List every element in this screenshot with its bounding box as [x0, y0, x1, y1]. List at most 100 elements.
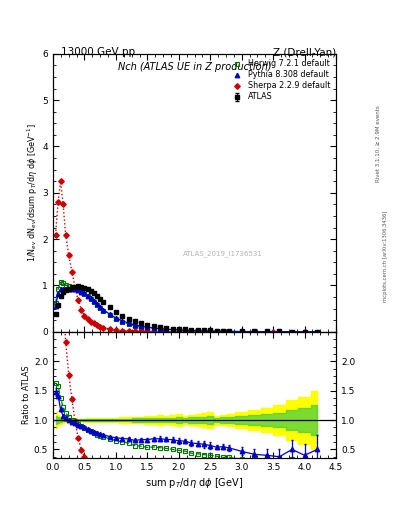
Sherpa 2.2.9 default	[145, 328, 150, 334]
Text: Nch (ATLAS UE in Z production): Nch (ATLAS UE in Z production)	[118, 62, 271, 72]
Sherpa 2.2.9 default	[158, 329, 162, 335]
Pythia 8.308 default	[61, 286, 66, 292]
Pythia 8.308 default	[145, 324, 150, 330]
Herwig 7.2.1 default	[189, 328, 194, 334]
Line: Sherpa 2.2.9 default: Sherpa 2.2.9 default	[53, 179, 307, 334]
Sherpa 2.2.9 default	[95, 322, 99, 328]
Pythia 8.308 default	[58, 286, 63, 292]
Sherpa 2.2.9 default	[88, 318, 93, 325]
Sherpa 2.2.9 default	[239, 329, 244, 335]
Herwig 7.2.1 default	[58, 279, 63, 285]
Herwig 7.2.1 default	[82, 291, 87, 297]
Sherpa 2.2.9 default	[56, 199, 61, 205]
Sherpa 2.2.9 default	[79, 307, 84, 313]
Herwig 7.2.1 default	[158, 326, 162, 332]
Herwig 7.2.1 default	[98, 305, 103, 311]
Sherpa 2.2.9 default	[151, 329, 156, 335]
Herwig 7.2.1 default	[73, 285, 77, 291]
Pythia 8.308 default	[214, 328, 219, 334]
Sherpa 2.2.9 default	[66, 252, 71, 259]
Sherpa 2.2.9 default	[76, 297, 81, 304]
Pythia 8.308 default	[170, 327, 175, 333]
Line: Pythia 8.308 default: Pythia 8.308 default	[53, 287, 320, 334]
Herwig 7.2.1 default	[202, 328, 206, 334]
Herwig 7.2.1 default	[302, 329, 307, 335]
Pythia 8.308 default	[114, 315, 118, 321]
Text: Rivet 3.1.10, ≥ 2.9M events: Rivet 3.1.10, ≥ 2.9M events	[376, 105, 380, 182]
Herwig 7.2.1 default	[139, 324, 143, 330]
Herwig 7.2.1 default	[145, 325, 150, 331]
Sherpa 2.2.9 default	[214, 329, 219, 335]
Pythia 8.308 default	[252, 329, 257, 335]
Herwig 7.2.1 default	[239, 329, 244, 335]
Pythia 8.308 default	[66, 286, 71, 292]
Sherpa 2.2.9 default	[164, 329, 169, 335]
Herwig 7.2.1 default	[214, 328, 219, 334]
Herwig 7.2.1 default	[176, 327, 181, 333]
Pythia 8.308 default	[139, 323, 143, 329]
Herwig 7.2.1 default	[88, 296, 93, 302]
Sherpa 2.2.9 default	[82, 312, 87, 318]
Herwig 7.2.1 default	[164, 327, 169, 333]
Pythia 8.308 default	[101, 307, 106, 313]
Herwig 7.2.1 default	[277, 329, 282, 335]
Herwig 7.2.1 default	[76, 287, 81, 293]
Herwig 7.2.1 default	[264, 329, 269, 335]
Pythia 8.308 default	[92, 298, 96, 304]
Pythia 8.308 default	[158, 326, 162, 332]
Herwig 7.2.1 default	[208, 328, 213, 334]
Pythia 8.308 default	[126, 320, 131, 326]
Sherpa 2.2.9 default	[70, 268, 74, 274]
Pythia 8.308 default	[82, 290, 87, 296]
Pythia 8.308 default	[183, 327, 187, 333]
Sherpa 2.2.9 default	[302, 329, 307, 335]
Herwig 7.2.1 default	[70, 284, 74, 290]
Herwig 7.2.1 default	[101, 307, 106, 313]
Sherpa 2.2.9 default	[101, 325, 106, 331]
Pythia 8.308 default	[264, 329, 269, 335]
Herwig 7.2.1 default	[151, 326, 156, 332]
Herwig 7.2.1 default	[227, 328, 231, 334]
Herwig 7.2.1 default	[220, 328, 225, 334]
Sherpa 2.2.9 default	[73, 285, 77, 291]
Pythia 8.308 default	[85, 293, 90, 299]
Herwig 7.2.1 default	[61, 280, 66, 286]
Sherpa 2.2.9 default	[114, 327, 118, 333]
Herwig 7.2.1 default	[92, 299, 96, 305]
Herwig 7.2.1 default	[53, 300, 58, 306]
Y-axis label: Ratio to ATLAS: Ratio to ATLAS	[22, 366, 31, 424]
Herwig 7.2.1 default	[126, 321, 131, 327]
Pythia 8.308 default	[315, 329, 320, 335]
Pythia 8.308 default	[208, 328, 213, 334]
Pythia 8.308 default	[151, 325, 156, 331]
Sherpa 2.2.9 default	[85, 316, 90, 323]
Pythia 8.308 default	[302, 329, 307, 335]
Sherpa 2.2.9 default	[107, 326, 112, 332]
Herwig 7.2.1 default	[132, 323, 137, 329]
Herwig 7.2.1 default	[315, 329, 320, 335]
X-axis label: sum p$_T$/d$\eta$ d$\phi$ [GeV]: sum p$_T$/d$\eta$ d$\phi$ [GeV]	[145, 476, 244, 490]
Pythia 8.308 default	[70, 286, 74, 292]
Herwig 7.2.1 default	[252, 329, 257, 335]
Sherpa 2.2.9 default	[271, 329, 275, 335]
Pythia 8.308 default	[132, 322, 137, 328]
Sherpa 2.2.9 default	[92, 321, 96, 327]
Pythia 8.308 default	[107, 311, 112, 317]
Pythia 8.308 default	[202, 328, 206, 334]
Legend: Herwig 7.2.1 default, Pythia 8.308 default, Sherpa 2.2.9 default, ATLAS: Herwig 7.2.1 default, Pythia 8.308 defau…	[226, 58, 332, 103]
Y-axis label: 1/N$_{ev}$ dN$_{ev}$/dsum p$_T$/d$\eta$ d$\phi$ [GeV$^{-1}$]: 1/N$_{ev}$ dN$_{ev}$/dsum p$_T$/d$\eta$ …	[25, 123, 40, 262]
Pythia 8.308 default	[95, 301, 99, 307]
Sherpa 2.2.9 default	[139, 328, 143, 334]
Herwig 7.2.1 default	[66, 283, 71, 289]
Herwig 7.2.1 default	[56, 286, 61, 292]
Text: ATLAS_2019_I1736531: ATLAS_2019_I1736531	[183, 250, 263, 258]
Line: Herwig 7.2.1 default: Herwig 7.2.1 default	[53, 280, 320, 334]
Sherpa 2.2.9 default	[132, 328, 137, 334]
Text: Z (Drell-Yan): Z (Drell-Yan)	[273, 47, 336, 57]
Sherpa 2.2.9 default	[120, 328, 125, 334]
Text: mcplots.cern.ch [arXiv:1306.3436]: mcplots.cern.ch [arXiv:1306.3436]	[383, 210, 387, 302]
Sherpa 2.2.9 default	[53, 231, 58, 238]
Herwig 7.2.1 default	[107, 312, 112, 318]
Herwig 7.2.1 default	[183, 328, 187, 334]
Pythia 8.308 default	[176, 327, 181, 333]
